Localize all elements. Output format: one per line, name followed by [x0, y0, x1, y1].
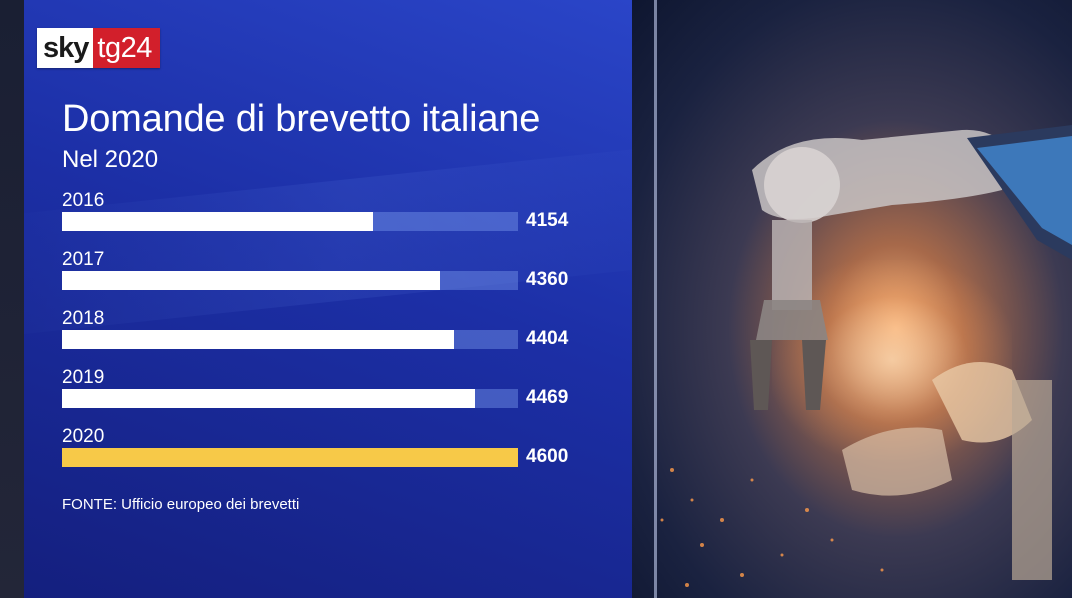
source-note: FONTE: Ufficio europeo dei brevetti: [62, 496, 300, 513]
background-photo: [632, 0, 1072, 598]
infographic-panel: [24, 0, 632, 598]
bar-2018: [62, 330, 454, 349]
bar-value-2017: 4360: [526, 269, 569, 290]
bar-value-2020: 4600: [526, 446, 569, 467]
bar-2019: [62, 389, 475, 408]
bar-track-2019: [62, 389, 518, 408]
bar-value-2019: 4469: [526, 387, 569, 408]
bar-label-2019: 2019: [62, 367, 105, 388]
bar-label-2020: 2020: [62, 426, 105, 447]
photo-divider-line: [654, 0, 657, 598]
chart-title: Domande di brevetto italiane: [62, 98, 541, 140]
bar-label-2016: 2016: [62, 190, 105, 211]
bar-2017: [62, 271, 440, 290]
bar-label-2018: 2018: [62, 308, 105, 329]
bar-value-2018: 4404: [526, 328, 569, 349]
bar-track-2018: [62, 330, 518, 349]
robot-arm-illustration: [660, 125, 1072, 587]
chart-subtitle: Nel 2020: [62, 146, 159, 173]
sky-tg24-logo: sky tg24: [37, 28, 160, 68]
logo-sky: sky: [37, 28, 94, 68]
left-margin-strip: [0, 0, 24, 598]
bar-2020: [62, 448, 518, 467]
logo-tg24: tg24: [93, 28, 160, 68]
bar-2016: [62, 212, 373, 231]
bar-label-2017: 2017: [62, 249, 105, 270]
bar-track-2020: [62, 448, 518, 467]
bar-track-2016: [62, 212, 518, 231]
bar-value-2016: 4154: [526, 210, 569, 231]
bar-chart: 2016 4154 2017 4360 2018 4404 2019 4469 2020 4600: [62, 190, 569, 467]
bar-track-2017: [62, 271, 518, 290]
